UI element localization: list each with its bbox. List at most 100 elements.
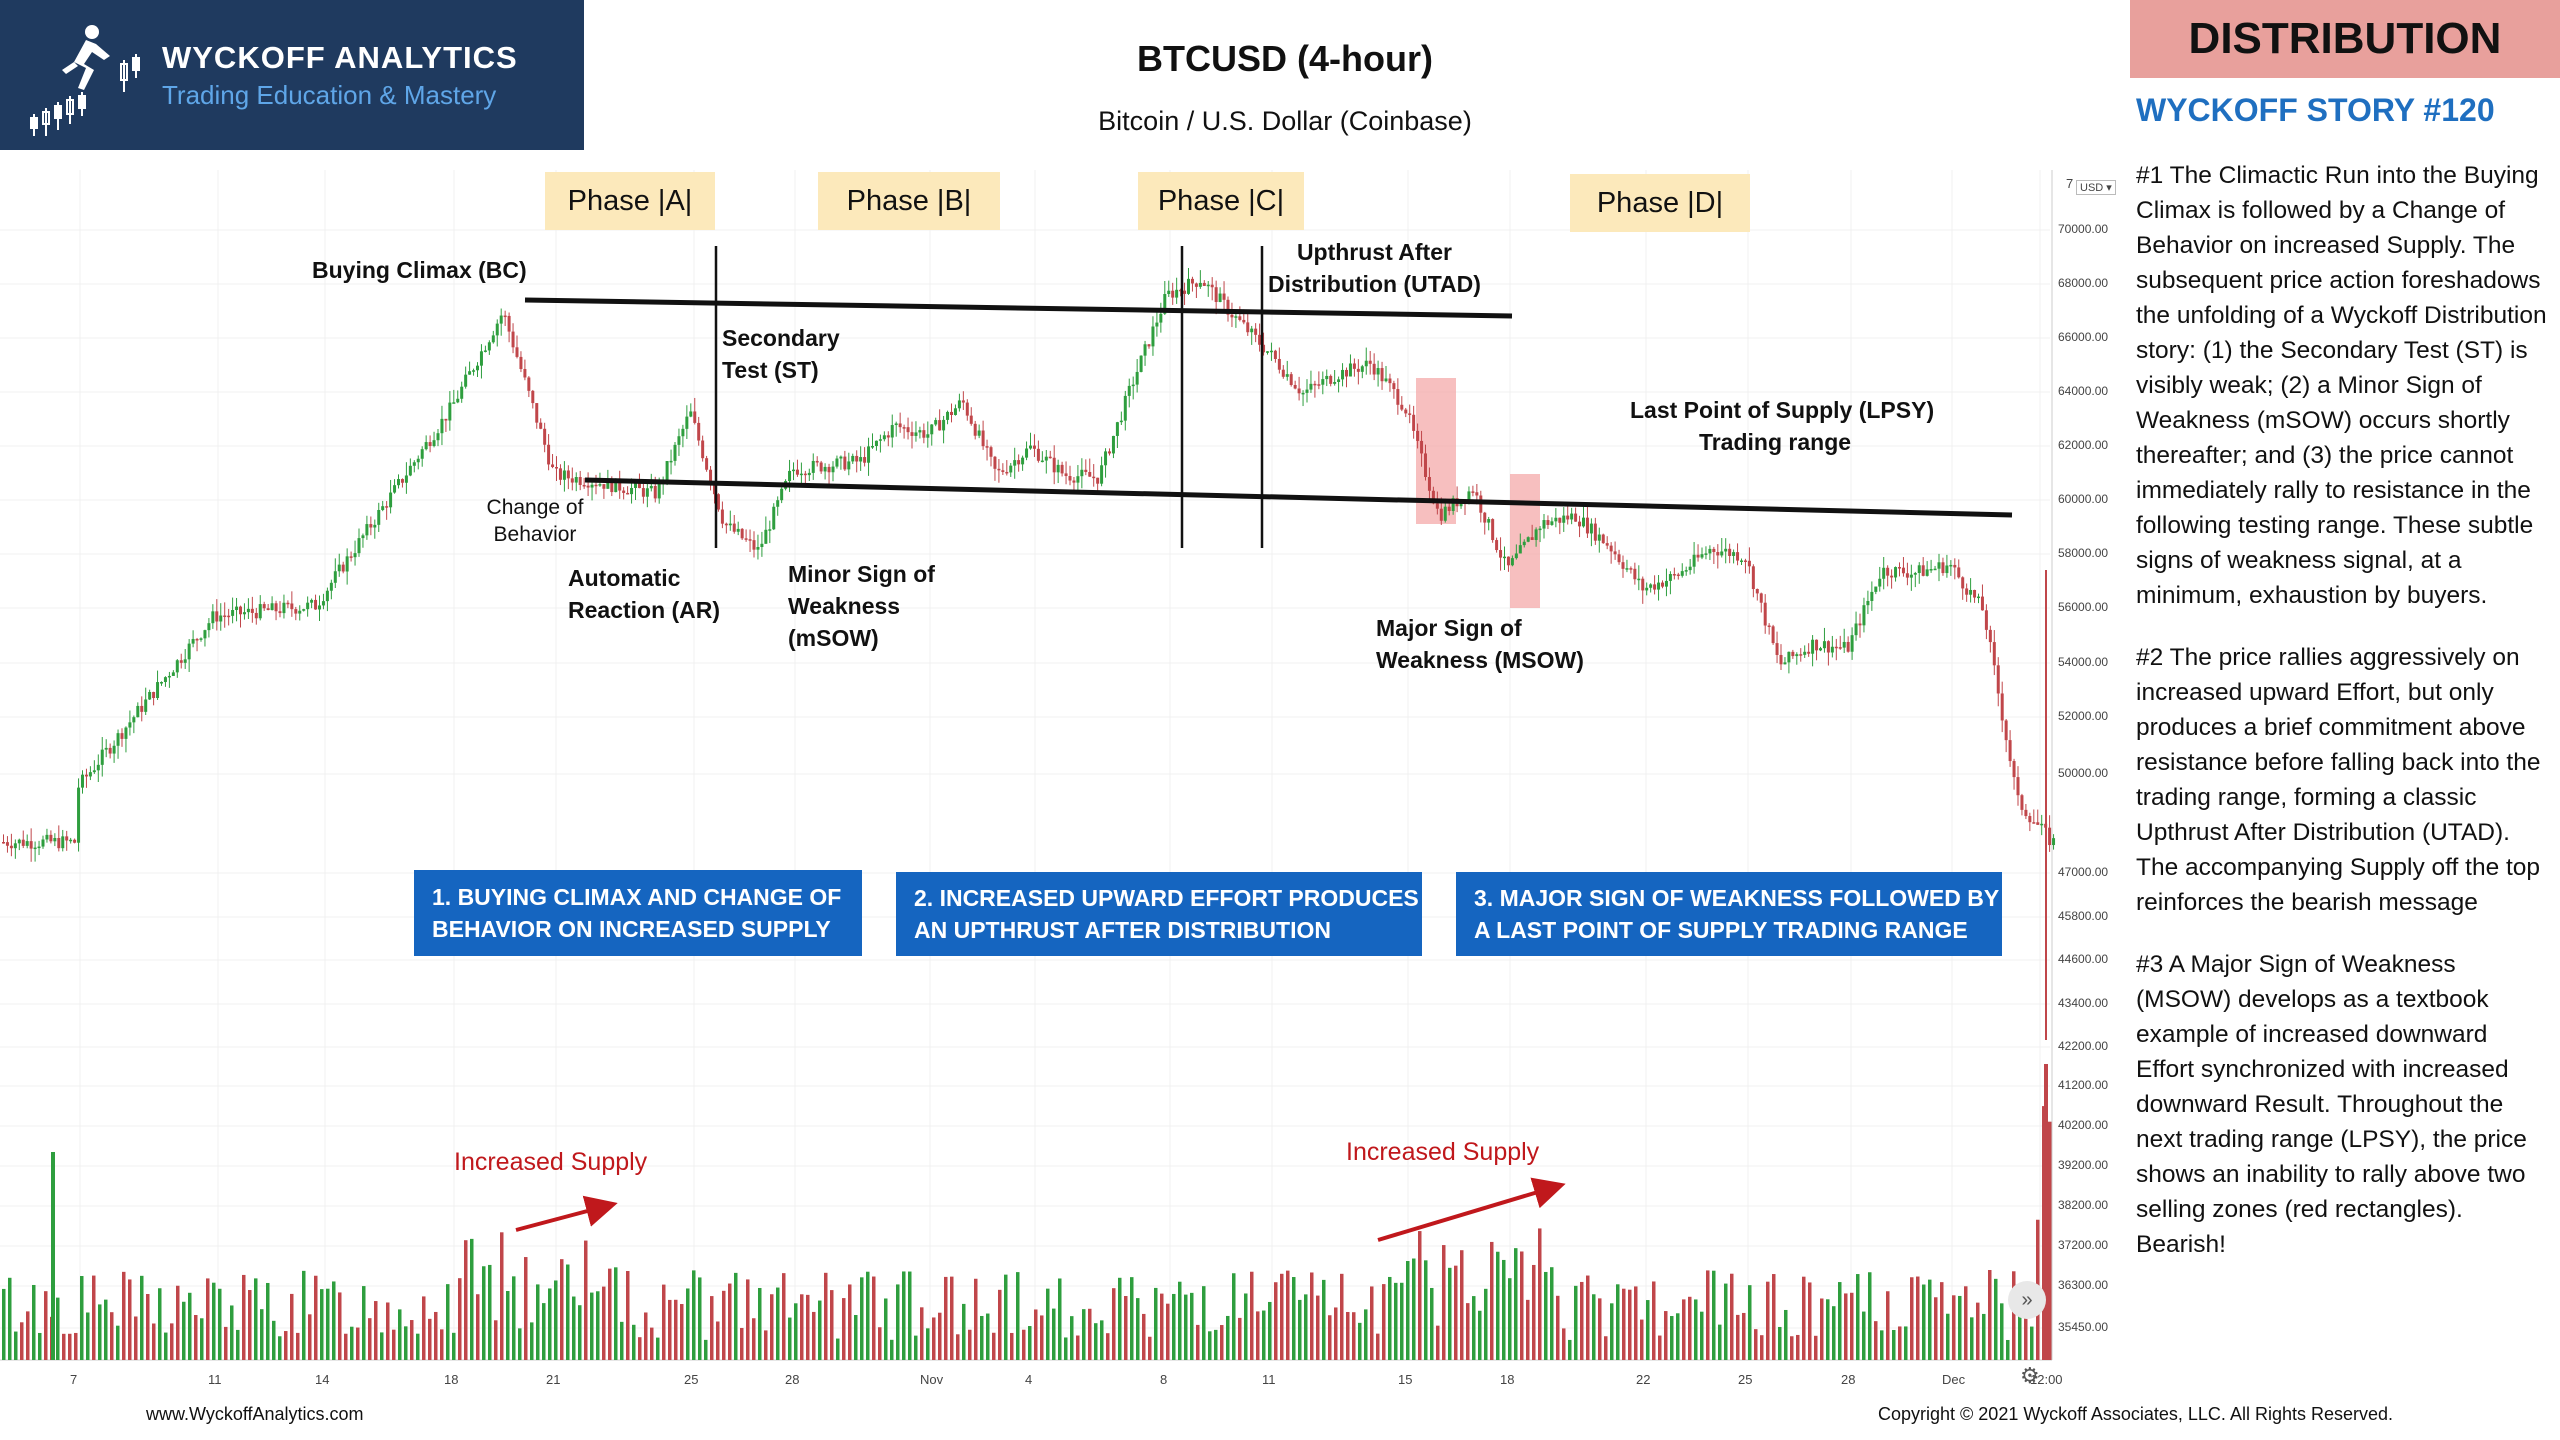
volume-bar bbox=[1652, 1281, 1656, 1360]
volume-bar bbox=[1454, 1265, 1458, 1360]
volume-bar bbox=[188, 1292, 192, 1360]
candle-body bbox=[1333, 381, 1337, 384]
candle-body bbox=[242, 612, 246, 615]
candle-body bbox=[1246, 322, 1250, 333]
x-tick-label: 25 bbox=[1738, 1372, 1753, 1387]
volume-bar bbox=[170, 1323, 174, 1360]
volume-bar bbox=[1988, 1270, 1992, 1360]
candle-body bbox=[1005, 471, 1009, 474]
candle-body bbox=[1084, 469, 1088, 472]
volume-bar bbox=[200, 1318, 204, 1360]
candle-body bbox=[993, 456, 997, 469]
volume-bar bbox=[2012, 1271, 2016, 1360]
candle-body bbox=[341, 564, 345, 572]
volume-bar bbox=[296, 1332, 300, 1360]
volume-bar bbox=[1760, 1335, 1764, 1360]
candle-body bbox=[211, 611, 215, 624]
candle-body bbox=[314, 599, 318, 610]
candle-body bbox=[669, 460, 673, 463]
candle-body bbox=[1566, 515, 1570, 520]
candle-body bbox=[1230, 314, 1234, 318]
candle-body bbox=[1965, 588, 1969, 595]
candle-body bbox=[1783, 662, 1787, 665]
volume-bar bbox=[1130, 1277, 1134, 1360]
candle-body bbox=[1688, 566, 1692, 571]
candle-body bbox=[33, 847, 37, 850]
volume-bar bbox=[914, 1335, 918, 1360]
candle-body bbox=[867, 446, 871, 463]
volume-bar bbox=[1520, 1251, 1524, 1360]
x-tick-label: Nov bbox=[920, 1372, 944, 1387]
candle-body bbox=[1526, 537, 1530, 542]
candle-body bbox=[768, 529, 772, 531]
candle-body bbox=[1100, 465, 1104, 484]
volume-bar bbox=[1676, 1313, 1680, 1360]
volume-bar bbox=[1940, 1282, 1944, 1360]
volume-bar bbox=[254, 1278, 258, 1360]
candle-body bbox=[69, 839, 73, 842]
settings-gear-icon[interactable]: ⚙ bbox=[2020, 1363, 2040, 1388]
volume-bar bbox=[1964, 1286, 1968, 1360]
volume-bar bbox=[176, 1285, 180, 1360]
candle-body bbox=[349, 556, 353, 558]
candle-body bbox=[53, 837, 57, 842]
candle-body bbox=[1380, 368, 1384, 382]
story-number: WYCKOFF STORY #120 bbox=[2136, 92, 2495, 128]
candle-body bbox=[1898, 567, 1901, 569]
candle-body bbox=[1704, 553, 1708, 555]
candle-body bbox=[274, 603, 278, 612]
support-line bbox=[584, 477, 2013, 518]
currency-selector[interactable]: USD ▾ bbox=[2076, 180, 2116, 195]
candle-body bbox=[1850, 635, 1854, 652]
candle-body bbox=[353, 553, 357, 558]
candle-body bbox=[1767, 625, 1771, 628]
volume-bar bbox=[758, 1287, 762, 1360]
candle-body bbox=[898, 423, 902, 428]
candle-body bbox=[1617, 554, 1621, 563]
volume-bar bbox=[530, 1322, 534, 1360]
volume-bar bbox=[1748, 1285, 1752, 1360]
candle-body bbox=[2004, 720, 2008, 741]
volume-bar bbox=[308, 1314, 312, 1360]
volume-bar bbox=[158, 1288, 162, 1360]
candle-body bbox=[1668, 574, 1672, 581]
candle-body bbox=[1775, 643, 1779, 655]
candle-body bbox=[1874, 586, 1878, 592]
volume-bar bbox=[1766, 1281, 1770, 1360]
candle-body bbox=[1206, 284, 1210, 287]
candle-body bbox=[120, 733, 124, 739]
volume-bar bbox=[1064, 1337, 1068, 1360]
candle-body bbox=[1771, 626, 1775, 644]
x-tick-label: 12:00 bbox=[2030, 1372, 2063, 1387]
candle-body bbox=[1724, 548, 1728, 552]
volume-bar bbox=[1742, 1312, 1746, 1360]
volume-bar bbox=[362, 1286, 366, 1360]
volume-bar bbox=[1076, 1335, 1080, 1360]
volume-bar bbox=[338, 1292, 342, 1360]
candle-body bbox=[1866, 600, 1870, 606]
candle-body bbox=[930, 424, 934, 435]
candle-body bbox=[207, 623, 211, 631]
volume-bar bbox=[356, 1327, 360, 1360]
candle-body bbox=[1988, 629, 1992, 643]
candle-body bbox=[1301, 392, 1305, 395]
volume-bar bbox=[1544, 1271, 1548, 1360]
candle-body bbox=[1759, 593, 1763, 603]
increased-supply-label-2: Increased Supply bbox=[1346, 1138, 1540, 1166]
candle-body bbox=[1740, 560, 1743, 562]
volume-bar bbox=[1598, 1298, 1602, 1360]
volume-bar bbox=[1004, 1274, 1008, 1360]
candle-body bbox=[989, 447, 993, 457]
candle-body bbox=[92, 770, 96, 773]
candle-body bbox=[1072, 480, 1076, 483]
candle-body bbox=[1554, 517, 1558, 522]
candle-body bbox=[294, 609, 298, 614]
y-tick-label: 45800.00 bbox=[2058, 909, 2109, 923]
candle-body bbox=[728, 523, 732, 526]
candle-body bbox=[618, 478, 622, 491]
candle-body bbox=[1250, 328, 1254, 333]
candle-body bbox=[756, 546, 760, 550]
volume-bar bbox=[1034, 1309, 1038, 1360]
scroll-right-button[interactable]: » bbox=[2008, 1281, 2046, 1319]
volume-bar bbox=[1952, 1295, 1956, 1360]
